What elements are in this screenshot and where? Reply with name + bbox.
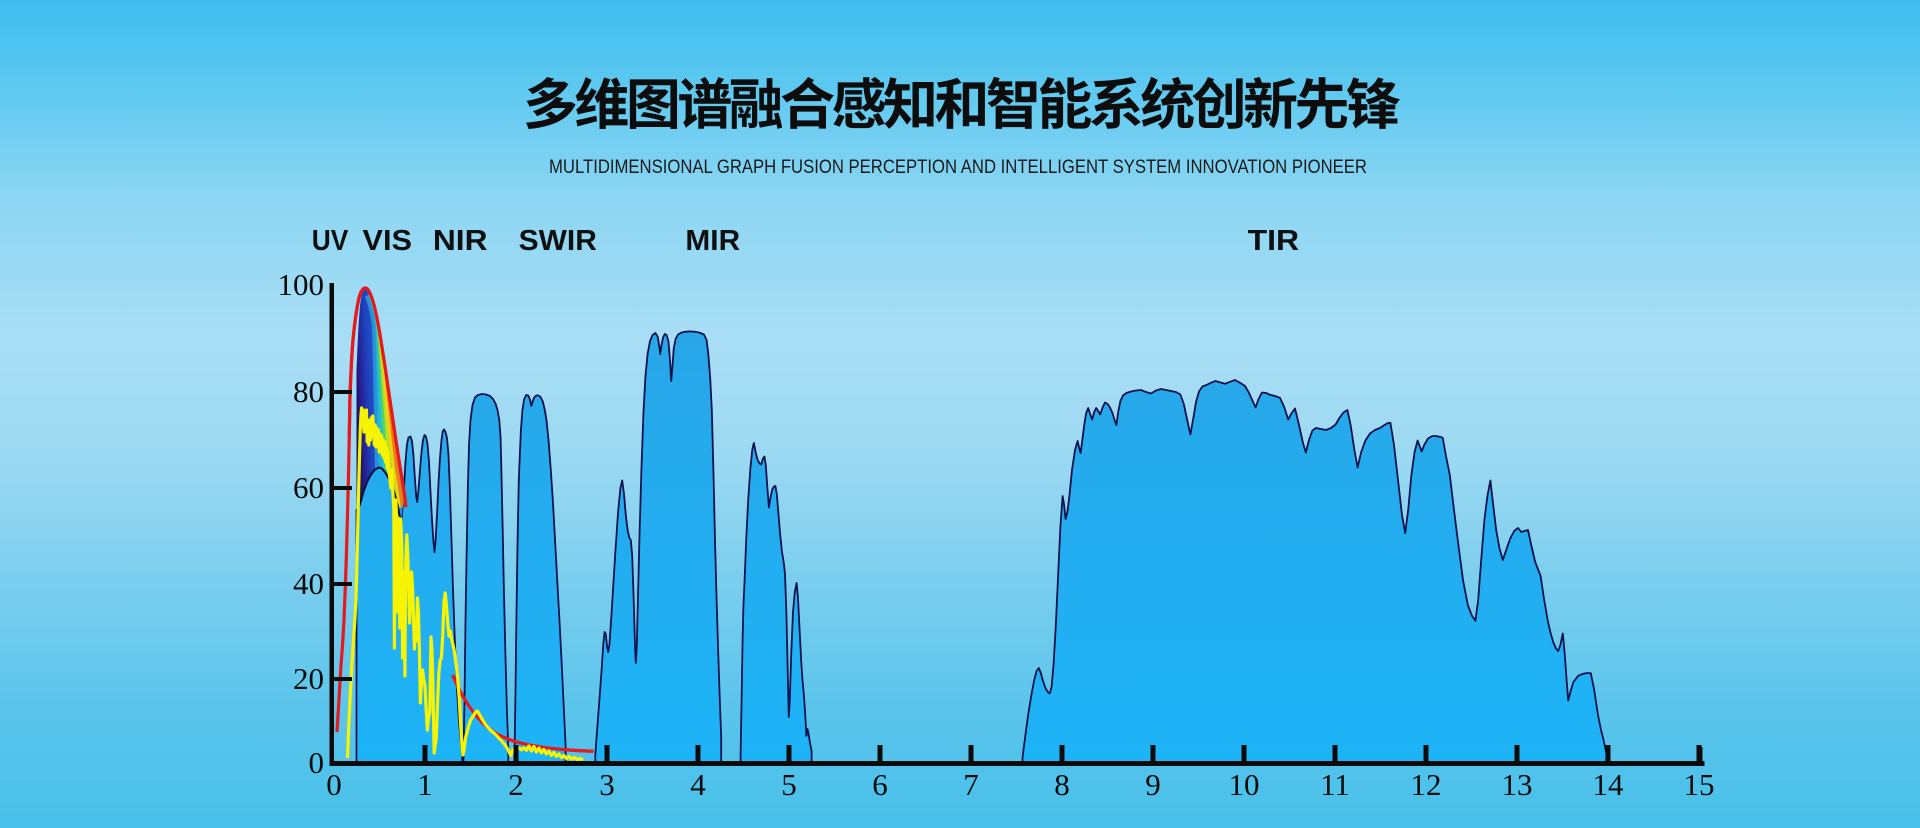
svg-text:9: 9 xyxy=(1145,767,1161,802)
svg-text:15: 15 xyxy=(1684,767,1715,802)
svg-text:TIR: TIR xyxy=(1248,225,1300,257)
svg-text:1: 1 xyxy=(417,767,433,802)
svg-text:13: 13 xyxy=(1502,767,1533,802)
svg-text:7: 7 xyxy=(963,767,979,802)
svg-text:10: 10 xyxy=(1229,767,1260,802)
svg-text:3: 3 xyxy=(599,767,615,802)
svg-text:11: 11 xyxy=(1320,767,1350,802)
svg-text:NIR: NIR xyxy=(433,225,488,257)
svg-text:VIS: VIS xyxy=(363,225,413,257)
svg-text:12: 12 xyxy=(1411,767,1442,802)
svg-text:40: 40 xyxy=(293,566,324,601)
svg-text:MIR: MIR xyxy=(685,225,740,257)
svg-text:0: 0 xyxy=(309,745,325,780)
svg-text:100: 100 xyxy=(278,267,325,302)
svg-text:5: 5 xyxy=(781,767,797,802)
svg-text:UV: UV xyxy=(312,225,349,257)
svg-text:4: 4 xyxy=(690,767,706,802)
svg-text:20: 20 xyxy=(293,661,324,696)
svg-text:8: 8 xyxy=(1054,767,1070,802)
svg-text:SWIR: SWIR xyxy=(519,225,597,257)
svg-text:14: 14 xyxy=(1593,767,1625,802)
svg-text:6: 6 xyxy=(872,767,888,802)
svg-text:60: 60 xyxy=(293,470,324,505)
svg-text:80: 80 xyxy=(293,374,324,409)
svg-text:2: 2 xyxy=(508,767,524,802)
svg-text:0: 0 xyxy=(326,767,342,802)
svg-text:MULTIDIMENSIONAL GRAPH FUSION: MULTIDIMENSIONAL GRAPH FUSION PERCEPTION… xyxy=(549,156,1367,178)
